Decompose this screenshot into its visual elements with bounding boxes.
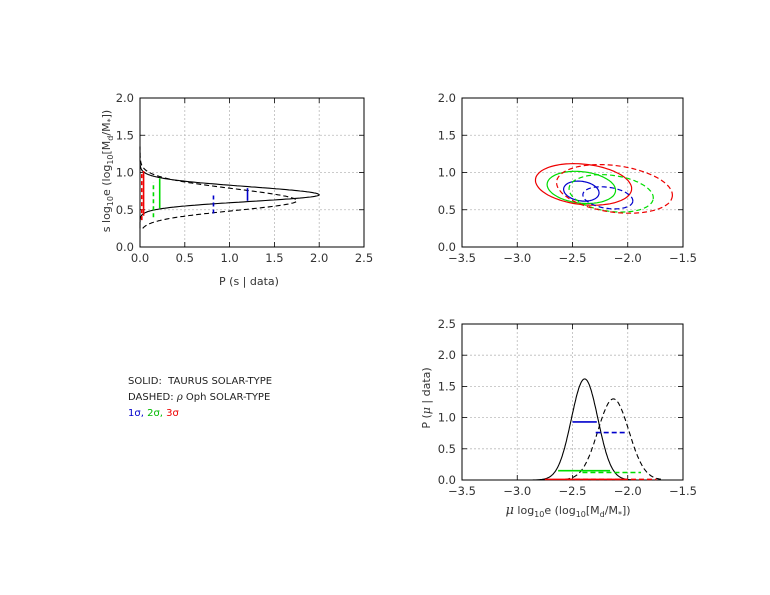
br-ytick-label: 1.5 <box>438 379 456 393</box>
tr-ytick-label: 1.0 <box>438 166 456 180</box>
tr-contour-1sigma-dashed <box>582 186 634 210</box>
br-xtick-label: −3.5 <box>448 484 476 498</box>
tl-ytick-label: 1.0 <box>116 166 134 180</box>
tr-xtick-label: −2.5 <box>559 251 587 265</box>
tl-ytick-label: 2.0 <box>116 91 134 105</box>
tl-ylabel: s log10e (log10[Md/M*]) <box>100 110 115 232</box>
legend-sigma-3: 3σ <box>166 408 179 419</box>
tr-contour-2sigma-dashed <box>568 173 654 213</box>
tr-frame <box>461 97 684 248</box>
br-xlabel: μ log10e (log10[Md/M*]) <box>505 503 630 519</box>
tl-ytick-label: 0.5 <box>116 203 134 217</box>
legend-solid-prefix: SOLID: <box>128 376 162 387</box>
tl-curve-solid <box>139 146 320 229</box>
panel-s-posterior: 0.0 0.5 1.0 1.5 2.0 2.5 0.0 0.5 1.0 1.5 2.0 <box>116 91 373 265</box>
legend-dashed-rho: ρ <box>176 392 183 403</box>
legend-sigma-1: 1σ, <box>128 408 144 419</box>
br-curve-dashed <box>517 398 662 481</box>
br-curve-solid <box>517 378 661 481</box>
tr-ytick-label: 0.5 <box>438 203 456 217</box>
br-ytick-label: 1.0 <box>438 411 456 425</box>
tl-xtick-label: 2.5 <box>355 251 373 265</box>
br-xtick-label: −3.0 <box>503 484 531 498</box>
tl-ytick-label: 0.0 <box>116 240 134 254</box>
tr-ytick-label: 1.5 <box>438 128 456 142</box>
tr-contour-1sigma-solid <box>563 180 600 202</box>
tl-xtick-label: 1.5 <box>265 251 283 265</box>
br-ytick-label: 0.5 <box>438 442 456 456</box>
tr-xtick-label: −1.5 <box>669 251 697 265</box>
legend-dashed-prefix: DASHED: <box>128 392 174 403</box>
tl-xlabel: P (s | data) <box>219 275 279 288</box>
tl-xtick-label: 0.0 <box>131 251 149 265</box>
svg-text:s log10e (log10[Md/M*]): s log10e (log10[Md/M*]) <box>100 110 115 232</box>
legend-dashed: DASHED: ρ Oph SOLAR-TYPE <box>128 392 270 403</box>
legend-solid-text: TAURUS SOLAR-TYPE <box>168 376 273 387</box>
legend-sigmas: 1σ, 2σ, 3σ <box>128 408 179 419</box>
tl-xtick-label: 0.5 <box>176 251 194 265</box>
tl-xtick-label: 1.0 <box>220 251 238 265</box>
svg-text:μ log10e (log10[Md/M*]): μ log10e (log10[Md/M*]) <box>505 503 630 519</box>
br-xtick-label: −1.5 <box>669 484 697 498</box>
br-ytick-label: 2.5 <box>438 317 456 331</box>
tr-ytick-label: 0.0 <box>438 240 456 254</box>
br-xtick-label: −2.0 <box>614 484 642 498</box>
tr-xtick-label: −3.0 <box>503 251 531 265</box>
panel-joint-contours: −3.5 −3.0 −2.5 −2.0 −1.5 0.0 0.5 1.0 1.5 2.0 <box>438 91 697 265</box>
br-ytick-label: 2.0 <box>438 348 456 362</box>
tr-contour-2sigma-solid <box>546 170 617 205</box>
tr-ytick-label: 2.0 <box>438 91 456 105</box>
tr-xtick-label: −2.0 <box>614 251 642 265</box>
br-xtick-label: −2.5 <box>559 484 587 498</box>
tl-curve-dashed <box>139 146 298 229</box>
tl-frame <box>139 97 365 248</box>
legend-solid: SOLID: TAURUS SOLAR-TYPE <box>128 376 272 387</box>
br-ylabel: P (μ | data) <box>420 367 433 428</box>
tr-contour-3sigma-solid <box>534 162 633 206</box>
tl-xtick-label: 2.0 <box>310 251 328 265</box>
tr-xtick-label: −3.5 <box>448 251 476 265</box>
tl-ytick-label: 1.5 <box>116 128 134 142</box>
svg-text:P (μ | data): P (μ | data) <box>420 367 433 428</box>
legend-dashed-text: Oph SOLAR-TYPE <box>185 392 271 403</box>
br-ytick-label: 0.0 <box>438 473 456 487</box>
panel-mu-posterior: −3.5 −3.0 −2.5 −2.0 −1.5 0.0 0.5 1.0 1.5 2.0 2.5 <box>438 317 697 498</box>
legend-sigma-2: 2σ, <box>147 408 163 419</box>
